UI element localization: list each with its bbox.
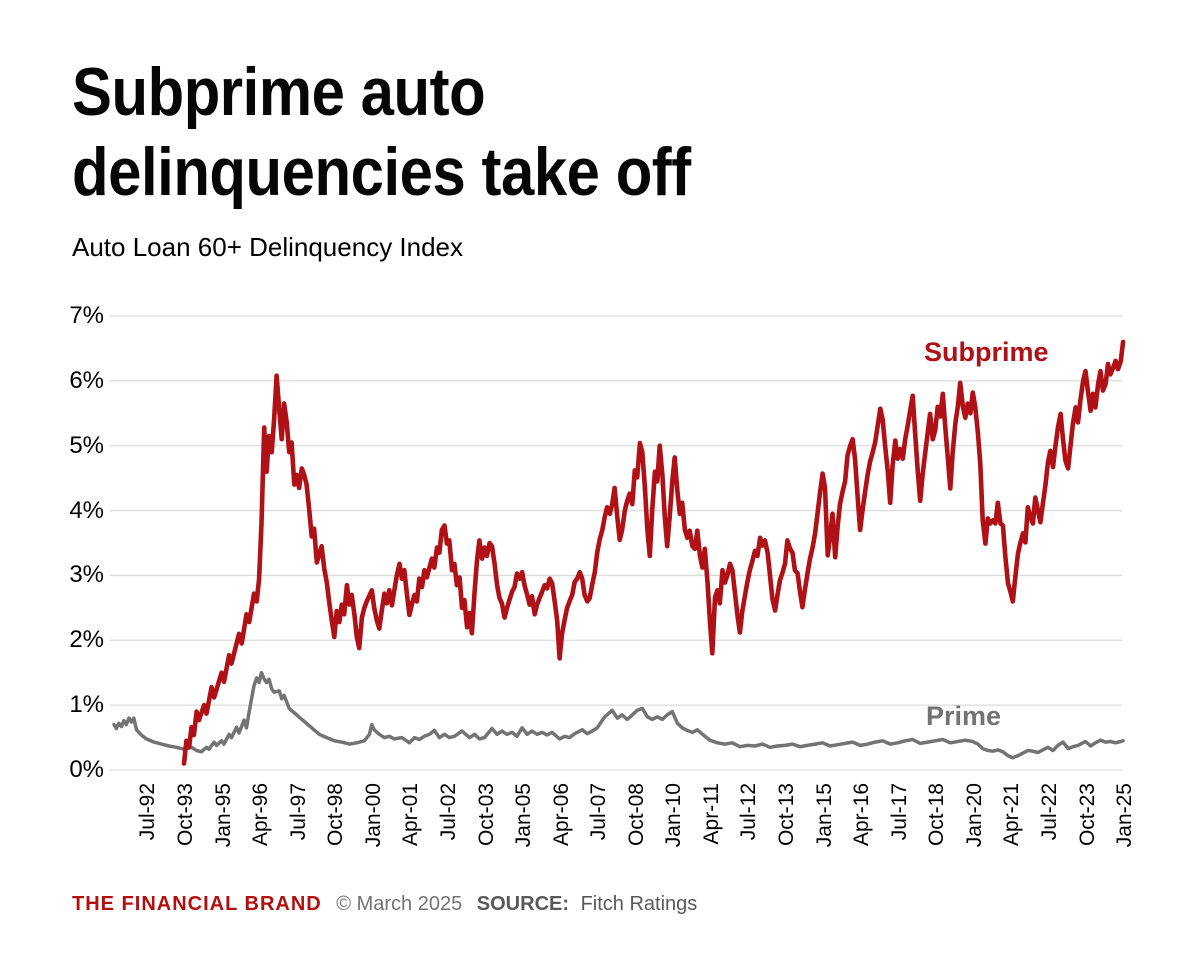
x-tick-label: Jan-20: [962, 783, 986, 848]
x-tick-label: Apr-06: [549, 783, 573, 847]
source-label: SOURCE:: [476, 893, 570, 915]
y-tick-label: 1%: [69, 691, 104, 719]
page-title: Subprime auto delinquencies take off: [72, 54, 691, 210]
x-tick-label: Jul-07: [587, 783, 611, 841]
y-tick-label: 0%: [69, 756, 104, 783]
x-tick-label: Oct-03: [474, 783, 498, 847]
x-tick-label: Jul-22: [1037, 783, 1061, 841]
x-tick-label: Jul-17: [887, 783, 911, 841]
source-value: Fitch Ratings: [580, 893, 698, 915]
x-tick-label: Apr-96: [249, 783, 273, 847]
y-tick-label: 5%: [69, 431, 104, 459]
x-tick-label: Apr-11: [699, 783, 723, 845]
x-tick-label: Apr-16: [850, 783, 874, 847]
x-tick-label: Apr-01: [399, 783, 423, 847]
y-tick-label: 3%: [69, 561, 104, 589]
y-tick-label: 2%: [69, 626, 104, 654]
y-tick-label: 7%: [69, 302, 104, 329]
x-tick-label: Oct-18: [925, 783, 949, 847]
series-line-subprime: [181, 339, 1126, 766]
x-tick-label: Jan-95: [211, 783, 235, 848]
x-tick-label: Jul-12: [737, 783, 761, 841]
x-tick-label: Oct-93: [174, 783, 197, 847]
x-tick-label: Jan-05: [512, 783, 536, 848]
chart-subtitle: Auto Loan 60+ Delinquency Index: [72, 232, 464, 262]
x-tick-label: Jul-92: [136, 783, 160, 841]
x-tick-label: Oct-13: [775, 783, 798, 847]
x-tick-label: Oct-23: [1075, 783, 1099, 847]
x-tick-label: Jul-02: [436, 783, 460, 841]
x-tick-label: Oct-98: [324, 783, 348, 847]
x-tick-label: Oct-08: [624, 783, 648, 847]
series-label-prime: Prime: [926, 701, 1002, 731]
series-line-prime: [112, 670, 1125, 760]
series-label-subprime: Subprime: [924, 337, 1049, 367]
x-tick-label: Jan-10: [662, 783, 686, 848]
x-tick-label: Jul-97: [286, 783, 310, 841]
x-tick-label: Apr-21: [1000, 783, 1024, 847]
brand-logo: THE FINANCIAL BRAND: [72, 893, 322, 915]
x-tick-label: Jan-25: [1113, 783, 1137, 848]
copyright-text: © March 2025: [336, 893, 463, 915]
x-tick-label: Jan-00: [361, 783, 385, 848]
x-tick-label: Jan-15: [812, 783, 836, 848]
footer: THE FINANCIAL BRAND © March 2025 SOURCE:…: [72, 893, 697, 916]
y-tick-label: 6%: [69, 366, 104, 394]
y-tick-label: 4%: [69, 496, 104, 524]
